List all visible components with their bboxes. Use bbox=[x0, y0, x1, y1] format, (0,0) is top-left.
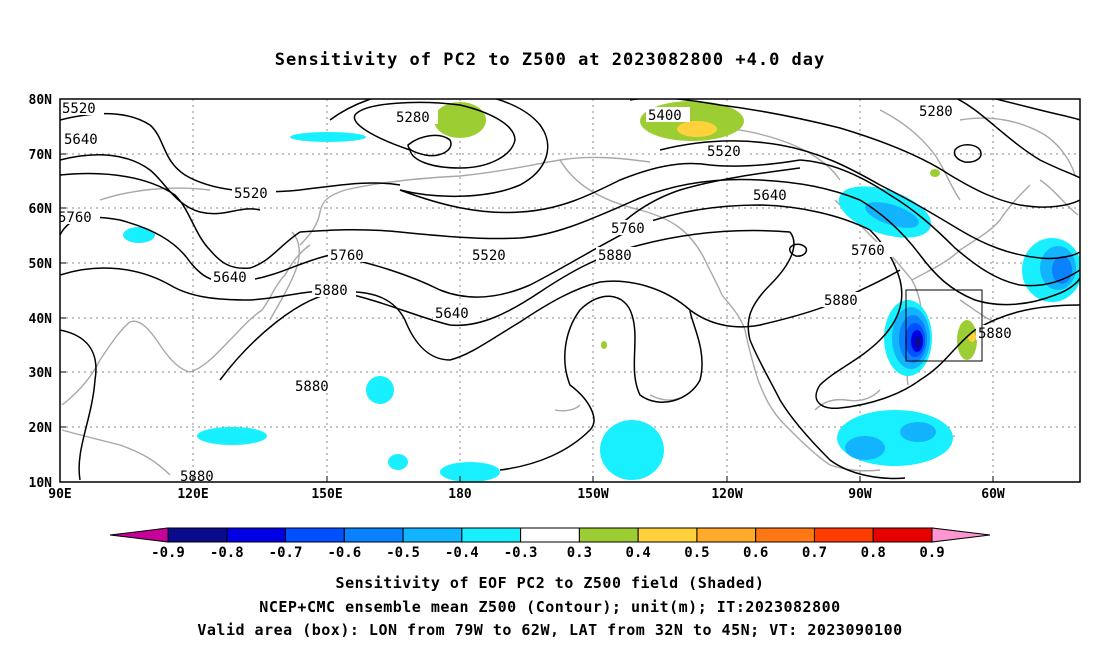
valid-area-box bbox=[905, 289, 983, 362]
shading-negative bbox=[123, 132, 1080, 482]
contour-label: 5880 bbox=[180, 469, 214, 485]
contour-label: 5280 bbox=[396, 110, 430, 126]
contour-label: 5640 bbox=[64, 132, 98, 148]
contour-label: 5760 bbox=[58, 210, 92, 226]
coastlines bbox=[61, 109, 1079, 476]
contour-label: 5880 bbox=[824, 293, 858, 309]
colorbar-low-end bbox=[109, 527, 169, 543]
contour-label: 5520 bbox=[234, 186, 268, 202]
lat-label: 20N bbox=[29, 421, 53, 436]
contour-label: 5760 bbox=[851, 243, 885, 259]
lat-label: 60N bbox=[29, 202, 53, 217]
colorbar-label: 0.4 bbox=[626, 545, 651, 561]
colorbar-cell bbox=[637, 527, 698, 543]
contour-label: 5880 bbox=[295, 379, 329, 395]
colorbar-label: -0.9 bbox=[151, 545, 185, 561]
colorbar-label: -0.6 bbox=[327, 545, 361, 561]
lat-label: 10N bbox=[29, 476, 53, 491]
contour-label: 5880 bbox=[978, 326, 1012, 342]
contour-label: 5640 bbox=[435, 306, 469, 322]
colorbar-cell bbox=[872, 527, 933, 543]
colorbar-cell bbox=[167, 527, 228, 543]
caption-shading: Sensitivity of EOF PC2 to Z500 field (Sh… bbox=[335, 574, 765, 592]
colorbar-high-end bbox=[931, 527, 991, 543]
colorbar-cell bbox=[696, 527, 757, 543]
contour-label: 5400 bbox=[648, 108, 682, 124]
lon-label: 90E bbox=[48, 487, 71, 502]
colorbar-cell bbox=[285, 527, 345, 543]
colorbar-label: -0.8 bbox=[210, 545, 244, 561]
lat-lon-grid bbox=[60, 99, 1080, 482]
lon-label: 150W bbox=[577, 487, 608, 502]
lon-label: 60W bbox=[981, 487, 1005, 502]
colorbar-label: -0.4 bbox=[445, 545, 479, 561]
colorbar-label: 0.3 bbox=[567, 545, 592, 561]
lat-label: 40N bbox=[29, 312, 53, 327]
lat-label: 30N bbox=[29, 366, 53, 381]
colorbar-label: 0.6 bbox=[743, 545, 768, 561]
colorbar-label: 0.8 bbox=[861, 545, 886, 561]
colorbar-cell bbox=[226, 527, 287, 543]
lat-label: 50N bbox=[29, 257, 53, 272]
contour-label: 5880 bbox=[314, 283, 348, 299]
colorbar-cell bbox=[578, 527, 639, 543]
colorbar-label: -0.5 bbox=[386, 545, 420, 561]
colorbar-label: -0.3 bbox=[504, 545, 538, 561]
contour-label: 5640 bbox=[213, 270, 247, 286]
contour-label: 5280 bbox=[919, 104, 953, 120]
colorbar-cell bbox=[402, 527, 463, 543]
contour-label: 5880 bbox=[598, 248, 632, 264]
colorbar-label: 0.5 bbox=[684, 545, 709, 561]
colorbar-cell bbox=[813, 527, 874, 543]
colorbar-cell bbox=[461, 527, 522, 543]
map-title: Sensitivity of PC2 to Z500 at 2023082800… bbox=[274, 50, 826, 70]
z500-contours bbox=[60, 99, 1080, 481]
contour-label: 5760 bbox=[611, 221, 645, 237]
colorbar-label: 0.7 bbox=[802, 545, 827, 561]
caption-valid-area: Valid area (box): LON from 79W to 62W, L… bbox=[197, 621, 903, 639]
colorbar-cell bbox=[755, 527, 815, 543]
colorbar-cell bbox=[343, 527, 404, 543]
plot-frame bbox=[59, 98, 1081, 483]
contour-label: 5760 bbox=[330, 248, 364, 264]
contour-label: 5520 bbox=[472, 248, 506, 264]
caption-contour: NCEP+CMC ensemble mean Z500 (Contour); u… bbox=[259, 598, 841, 616]
lon-label: 150E bbox=[311, 487, 342, 502]
colorbar-cell bbox=[520, 527, 580, 543]
colorbar: -0.9 -0.8 -0.7 -0.6 -0.5 -0.4 -0.3 0.3 0.4 0.5 0.6… bbox=[109, 527, 991, 561]
lat-label: 80N bbox=[29, 93, 53, 108]
lon-label: 180 bbox=[448, 487, 472, 502]
contour-labels: 5520 5640 5760 5280 5520 5640 5760 5880 … bbox=[58, 100, 1022, 485]
lon-label: 90W bbox=[848, 487, 872, 502]
colorbar-label: 0.9 bbox=[919, 545, 944, 561]
contour-label: 5640 bbox=[753, 188, 787, 204]
lat-label: 70N bbox=[29, 148, 53, 163]
colorbar-label: -0.7 bbox=[269, 545, 303, 561]
lon-label: 120W bbox=[711, 487, 742, 502]
contour-label: 5520 bbox=[62, 101, 96, 117]
contour-label: 5520 bbox=[707, 144, 741, 160]
lon-label: 120E bbox=[177, 487, 208, 502]
